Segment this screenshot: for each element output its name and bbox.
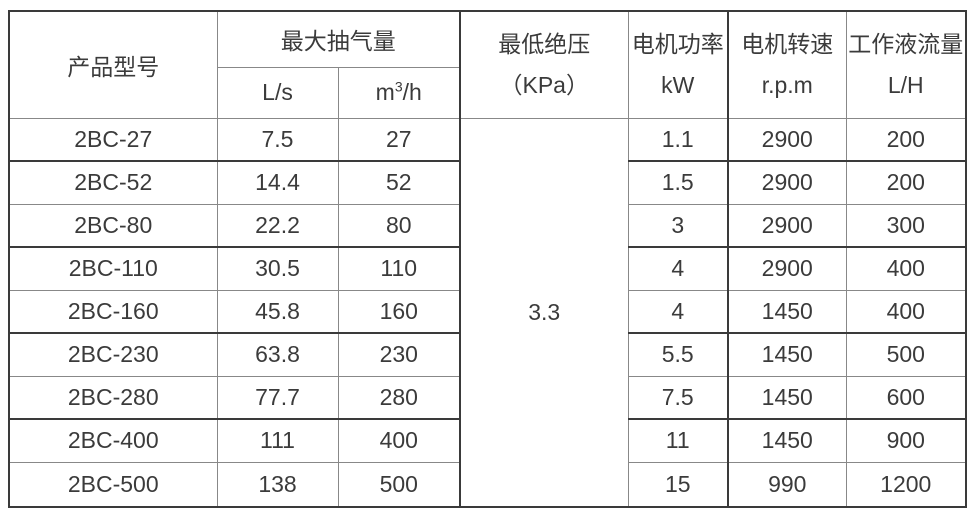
fluid-flow-unit: L/H <box>887 71 924 98</box>
cell-ls: 111 <box>216 418 339 463</box>
spec-table-header: 产品型号 最大抽气量 最低绝压 （KPa） 电机功率 kW 电机转速 r.p.m <box>8 10 967 119</box>
cell-model: 2BC-280 <box>8 375 218 420</box>
cell-ls: 45.8 <box>216 289 339 334</box>
cell-model: 2BC-110 <box>8 246 218 291</box>
cell-ls: 22.2 <box>216 203 339 248</box>
cell-model: 2BC-80 <box>8 203 218 248</box>
cell-min-pressure-merged: 3.3 <box>459 117 629 508</box>
min-pressure-label: 最低绝压 <box>498 30 591 57</box>
cell-model: 2BC-27 <box>8 117 218 162</box>
cell-ls: 14.4 <box>216 160 339 205</box>
table-row: 2BC-27 7.5 27 3.3 1.1 2900 200 <box>8 117 967 508</box>
cell-m3h: 80 <box>337 203 461 248</box>
cell-lh: 200 <box>845 160 967 205</box>
min-pressure-unit: （KPa） <box>499 71 589 98</box>
cell-rpm: 990 <box>727 461 847 508</box>
cell-model: 2BC-500 <box>8 461 218 508</box>
table-row: 2BC-230 63.8 230 5.5 1450 500 <box>8 332 967 377</box>
cell-lh: 400 <box>845 289 967 334</box>
col-header-working-fluid-flow: 工作液流量 L/H <box>845 10 967 119</box>
motor-power-label: 电机功率 <box>631 30 724 57</box>
sub-header-unit-m3h: m3/h <box>337 66 461 119</box>
fluid-flow-label: 工作液流量 <box>848 30 964 57</box>
cell-m3h: 27 <box>337 117 461 162</box>
cell-model: 2BC-400 <box>8 418 218 463</box>
table-row: 2BC-280 77.7 280 7.5 1450 600 <box>8 375 967 420</box>
motor-speed-unit: r.p.m <box>761 71 813 98</box>
cell-m3h: 230 <box>337 332 461 377</box>
col-header-min-absolute-pressure: 最低绝压 （KPa） <box>459 10 629 119</box>
cell-rpm: 1450 <box>727 289 847 334</box>
cell-rpm: 1450 <box>727 332 847 377</box>
superscript-3: 3 <box>394 78 403 95</box>
cell-rpm: 2900 <box>727 246 847 291</box>
cell-rpm: 2900 <box>727 160 847 205</box>
cell-m3h: 52 <box>337 160 461 205</box>
table-row: 2BC-160 45.8 160 4 1450 400 <box>8 289 967 334</box>
cell-ls: 30.5 <box>216 246 339 291</box>
cell-ls: 138 <box>216 461 339 508</box>
col-header-product-model: 产品型号 <box>8 10 218 119</box>
spec-table: 产品型号 最大抽气量 最低绝压 （KPa） 电机功率 kW 电机转速 r.p.m <box>8 10 967 508</box>
table-row: 2BC-80 22.2 80 3 2900 300 <box>8 203 967 248</box>
cell-kw: 11 <box>627 418 729 463</box>
sub-header-unit-ls: L/s <box>216 66 339 119</box>
cell-rpm: 1450 <box>727 418 847 463</box>
col-header-motor-power: 电机功率 kW <box>627 10 729 119</box>
cell-lh: 400 <box>845 246 967 291</box>
cell-lh: 200 <box>845 117 967 162</box>
cell-lh: 500 <box>845 332 967 377</box>
cell-kw: 7.5 <box>627 375 729 420</box>
cell-lh: 900 <box>845 418 967 463</box>
cell-model: 2BC-160 <box>8 289 218 334</box>
cell-lh: 300 <box>845 203 967 248</box>
motor-power-unit: kW <box>661 71 695 98</box>
cell-m3h: 280 <box>337 375 461 420</box>
table-row: 2BC-500 138 500 15 990 1200 <box>8 461 967 508</box>
cell-rpm: 2900 <box>727 117 847 162</box>
cell-ls: 63.8 <box>216 332 339 377</box>
cell-m3h: 500 <box>337 461 461 508</box>
cell-kw: 4 <box>627 289 729 334</box>
cell-model: 2BC-230 <box>8 332 218 377</box>
cell-kw: 5.5 <box>627 332 729 377</box>
col-header-motor-speed: 电机转速 r.p.m <box>727 10 847 119</box>
cell-ls: 77.7 <box>216 375 339 420</box>
cell-lh: 1200 <box>845 461 967 508</box>
cell-kw: 4 <box>627 246 729 291</box>
cell-kw: 1.5 <box>627 160 729 205</box>
cell-m3h: 400 <box>337 418 461 463</box>
cell-kw: 15 <box>627 461 729 508</box>
cell-m3h: 110 <box>337 246 461 291</box>
cell-rpm: 2900 <box>727 203 847 248</box>
spec-table-body: 2BC-27 7.5 27 3.3 1.1 2900 200 2BC-52 14… <box>8 117 967 508</box>
cell-lh: 600 <box>845 375 967 420</box>
cell-ls: 7.5 <box>216 117 339 162</box>
cell-kw: 3 <box>627 203 729 248</box>
cell-model: 2BC-52 <box>8 160 218 205</box>
cell-rpm: 1450 <box>727 375 847 420</box>
cell-kw: 1.1 <box>627 117 729 162</box>
cell-m3h: 160 <box>337 289 461 334</box>
col-header-max-pumping-capacity: 最大抽气量 <box>216 10 461 68</box>
motor-speed-label: 电机转速 <box>741 30 834 57</box>
